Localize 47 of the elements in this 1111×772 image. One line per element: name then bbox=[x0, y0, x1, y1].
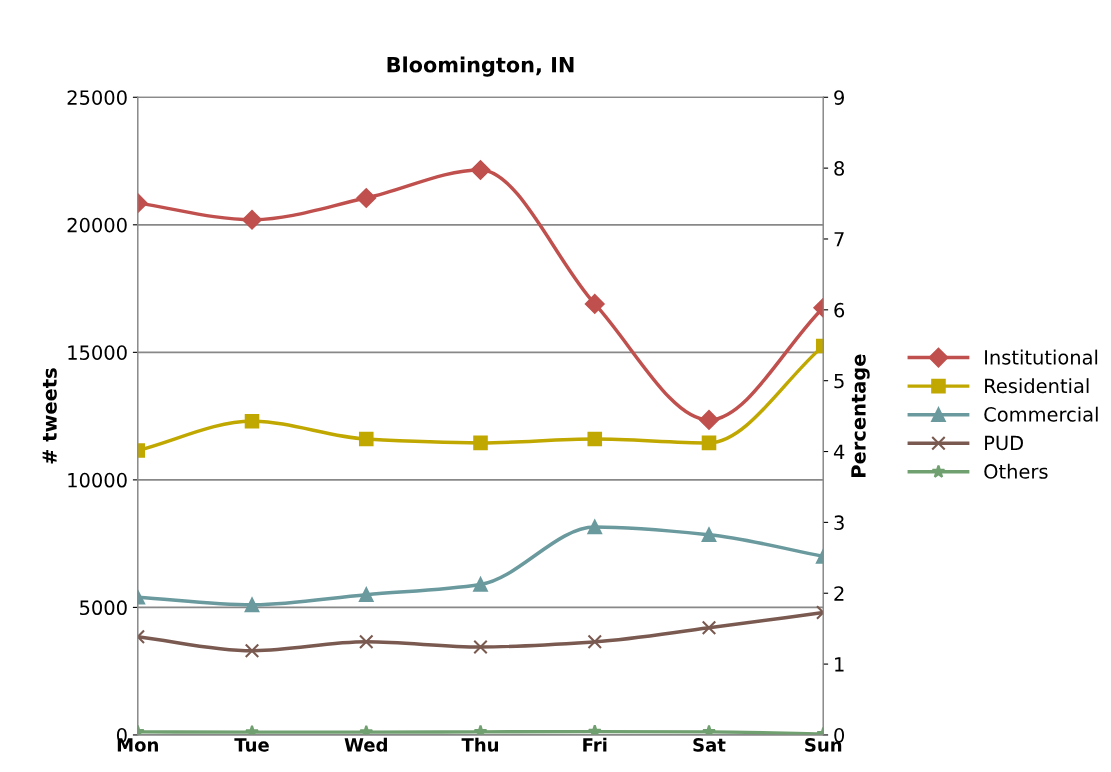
point bbox=[244, 597, 260, 613]
point bbox=[473, 639, 488, 655]
y2-tick-label: 2 bbox=[834, 586, 844, 601]
point bbox=[584, 294, 605, 314]
y-axis-title: # tweets bbox=[42, 368, 57, 464]
x-tick-label: Tue bbox=[234, 738, 269, 752]
y2-tick-label: 9 bbox=[834, 90, 844, 105]
legend-label: Institutional bbox=[985, 349, 1098, 365]
point bbox=[701, 435, 717, 451]
point bbox=[473, 435, 488, 451]
x-tick-label: Wed bbox=[344, 737, 387, 752]
y-tick-label: 20000 bbox=[67, 217, 127, 233]
point bbox=[587, 519, 603, 535]
point bbox=[470, 160, 491, 180]
chart-title: Bloomington, IN bbox=[387, 56, 574, 77]
legend-label: PUD bbox=[985, 435, 1023, 451]
y-tick-label: 5000 bbox=[80, 600, 127, 616]
point bbox=[244, 413, 260, 429]
point bbox=[242, 209, 262, 230]
y2-axis-title: Percentage bbox=[851, 354, 870, 477]
y2-tick-label: 1 bbox=[835, 657, 844, 672]
legend-label: Residential bbox=[985, 378, 1089, 394]
y2-tick-label: 3 bbox=[834, 515, 844, 531]
point bbox=[473, 577, 488, 592]
x-tick-label: Thu bbox=[461, 737, 498, 752]
point bbox=[358, 634, 374, 650]
legend-label: Others bbox=[984, 463, 1048, 479]
legend-label: Commercial bbox=[984, 406, 1098, 422]
point bbox=[358, 431, 374, 447]
point bbox=[356, 188, 377, 208]
point bbox=[358, 587, 374, 602]
y2-tick-label: 6 bbox=[834, 302, 845, 318]
x-tick-label: Fri bbox=[583, 737, 607, 752]
point bbox=[587, 431, 603, 447]
y-tick-label: 25000 bbox=[67, 90, 127, 105]
y2-tick-label: 7 bbox=[834, 232, 844, 247]
point bbox=[701, 620, 717, 636]
y2-tick-label: 5 bbox=[834, 373, 844, 389]
point bbox=[699, 410, 719, 430]
point bbox=[587, 634, 603, 650]
y-tick-label: 10000 bbox=[68, 472, 127, 488]
point bbox=[244, 643, 260, 659]
y2-tick-label: 4 bbox=[833, 444, 845, 459]
point bbox=[701, 527, 717, 543]
x-tick-label: Sat bbox=[693, 738, 726, 752]
y2-tick-label: 8 bbox=[834, 161, 845, 176]
y-tick-label: 15000 bbox=[68, 345, 127, 360]
